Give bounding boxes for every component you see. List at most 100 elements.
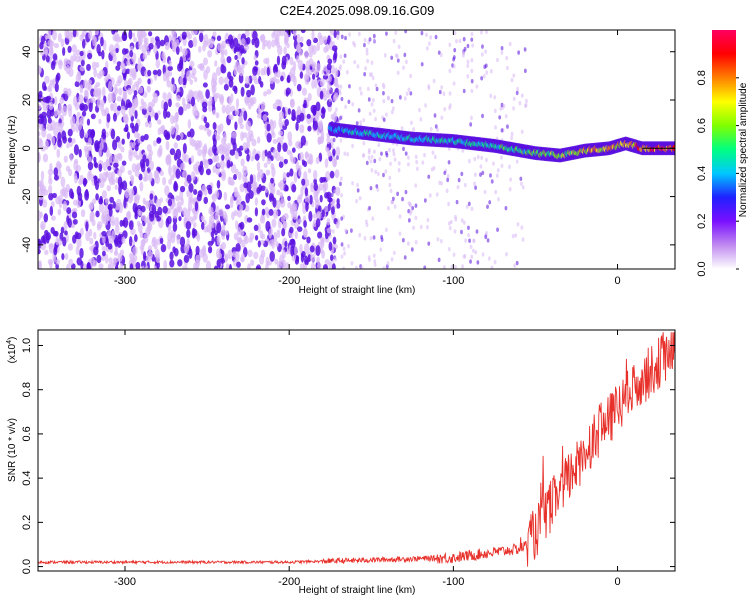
- noise-dot: [338, 91, 342, 96]
- snr-y-axis-label: SNR (10 * v/v): [7, 418, 18, 482]
- y-tick-label: 0.4: [21, 470, 33, 485]
- noise-dot: [310, 253, 316, 263]
- noise-dot: [344, 104, 347, 110]
- noise-dot: [106, 113, 111, 123]
- noise-dot: [202, 57, 209, 66]
- noise-dot: [469, 244, 473, 250]
- noise-dot: [48, 173, 52, 182]
- noise-dot: [92, 198, 97, 205]
- noise-dot: [178, 106, 184, 116]
- noise-dot: [420, 30, 424, 36]
- noise-dot: [51, 136, 56, 146]
- noise-dot: [414, 203, 418, 208]
- noise-dot: [134, 131, 139, 139]
- noise-dot: [261, 199, 266, 206]
- noise-dot: [117, 140, 122, 149]
- noise-dot: [167, 65, 173, 72]
- noise-dot: [248, 103, 252, 110]
- noise-dot: [384, 227, 388, 233]
- noise-dot: [215, 168, 220, 176]
- x-tick-label: -100: [442, 576, 464, 588]
- noise-dot: [148, 149, 153, 157]
- noise-dot: [215, 205, 220, 216]
- noise-dot: [100, 36, 104, 47]
- noise-dot: [278, 130, 284, 136]
- noise-dot: [368, 37, 372, 42]
- noise-dot: [431, 150, 435, 155]
- noise-dot: [404, 30, 408, 34]
- noise-dot: [306, 113, 311, 119]
- noise-dot: [117, 233, 122, 245]
- noise-dot: [371, 97, 375, 103]
- noise-dot: [423, 152, 426, 158]
- noise-dot: [320, 237, 325, 243]
- noise-dot: [330, 254, 334, 262]
- noise-dot: [282, 220, 288, 229]
- noise-dot: [67, 137, 73, 143]
- noise-dot: [340, 216, 344, 221]
- noise-dot: [499, 106, 503, 111]
- noise-dot: [348, 32, 351, 37]
- noise-dot: [506, 65, 509, 71]
- noise-dot: [106, 184, 111, 192]
- noise-dot: [276, 30, 281, 37]
- noise-dot: [400, 126, 404, 131]
- noise-dot: [179, 185, 186, 193]
- noise-dot: [48, 101, 54, 111]
- noise-dot: [520, 93, 524, 98]
- noise-dot: [336, 155, 339, 160]
- noise-dot: [162, 72, 167, 82]
- noise-dot: [99, 141, 104, 151]
- noise-dot: [328, 97, 332, 103]
- noise-dot: [326, 135, 331, 145]
- noise-dot: [523, 68, 527, 74]
- noise-dot: [71, 44, 77, 53]
- noise-dot: [275, 99, 281, 105]
- colorbar-label: Normalized spectral amplitude: [738, 82, 749, 217]
- noise-dot: [429, 35, 433, 40]
- noise-dot: [60, 176, 66, 188]
- noise-dot: [240, 86, 245, 97]
- noise-dot: [155, 58, 161, 69]
- noise-dot: [122, 92, 128, 102]
- noise-dot: [247, 129, 254, 138]
- noise-dot: [357, 108, 361, 113]
- noise-dots: [38, 30, 528, 269]
- noise-dot: [332, 137, 336, 143]
- noise-dot: [132, 246, 138, 256]
- noise-dot: [86, 118, 91, 126]
- noise-dot: [83, 145, 89, 153]
- noise-dot: [188, 182, 194, 193]
- noise-dot: [269, 250, 275, 262]
- noise-dot: [388, 147, 391, 153]
- noise-dot: [55, 74, 60, 85]
- noise-dot: [79, 50, 84, 57]
- noise-dot: [260, 185, 266, 192]
- noise-dot: [462, 254, 466, 259]
- noise-dot: [437, 50, 441, 55]
- noise-dot: [48, 243, 54, 249]
- noise-dot: [107, 243, 113, 250]
- noise-dot: [216, 180, 221, 189]
- noise-dot: [141, 265, 145, 269]
- noise-dot: [470, 254, 474, 260]
- noise-dot: [370, 168, 374, 173]
- noise-dot: [107, 263, 111, 269]
- noise-dot: [199, 62, 205, 70]
- noise-dot: [369, 236, 373, 241]
- noise-dot: [355, 121, 359, 126]
- noise-dot: [134, 196, 140, 205]
- noise-dot: [386, 261, 390, 266]
- noise-dot: [266, 132, 272, 143]
- noise-dot: [80, 209, 86, 218]
- noise-dot: [110, 128, 116, 140]
- noise-dot: [180, 197, 184, 206]
- noise-dot: [76, 237, 82, 248]
- noise-dot: [104, 171, 109, 177]
- noise-dot: [289, 238, 295, 245]
- noise-dot: [101, 190, 108, 199]
- noise-dot: [235, 168, 239, 176]
- noise-dot: [49, 124, 54, 132]
- noise-dot: [154, 112, 159, 121]
- noise-dot: [322, 74, 329, 80]
